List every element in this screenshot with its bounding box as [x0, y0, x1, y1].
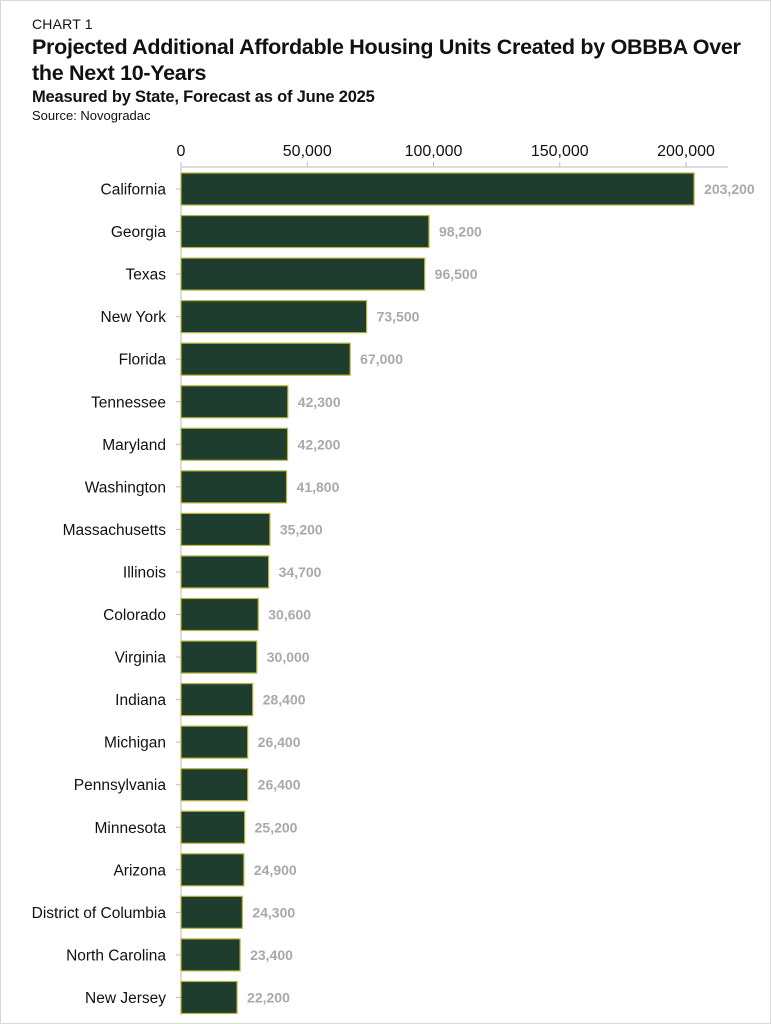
bar [180, 853, 245, 887]
bar [180, 597, 259, 632]
data-label: 30,000 [267, 649, 310, 665]
data-label: 23,400 [250, 947, 293, 963]
chart-header: CHART 1 Projected Additional Affordable … [32, 16, 752, 123]
chart-subtitle: Measured by State, Forecast as of June 2… [32, 88, 375, 106]
data-label: 203,200 [704, 181, 755, 197]
category-label: California [101, 182, 167, 199]
bar [180, 980, 238, 1015]
category-label: Maryland [102, 437, 166, 454]
category-label: Illinois [123, 564, 166, 581]
data-label: 98,200 [439, 224, 482, 240]
data-label: 26,400 [258, 777, 301, 793]
data-label: 24,300 [252, 904, 295, 920]
bar [180, 300, 368, 334]
bar [180, 172, 695, 206]
data-label: 22,200 [247, 989, 290, 1005]
category-label: Tennessee [91, 394, 166, 411]
data-label: 67,000 [360, 351, 403, 367]
bar [180, 725, 249, 759]
data-label: 73,500 [377, 309, 420, 325]
category-label: Massachusetts [63, 522, 167, 539]
data-label: 35,200 [280, 521, 323, 537]
data-label: 34,700 [279, 564, 322, 580]
bar [180, 257, 426, 291]
bar [180, 640, 258, 674]
bar [180, 810, 246, 844]
category-label: District of Columbia [32, 905, 167, 922]
chart-source: Source: Novogradac [32, 108, 151, 123]
data-label: 42,200 [298, 436, 341, 452]
category-label: New Jersey [85, 990, 166, 1007]
data-label: 24,900 [254, 862, 297, 878]
category-label: Florida [119, 352, 167, 369]
category-label: Indiana [115, 692, 166, 709]
category-label: Georgia [111, 224, 167, 241]
category-label: Colorado [103, 607, 166, 624]
category-label: Arizona [113, 862, 166, 879]
category-label: Michigan [104, 735, 166, 752]
bar [180, 768, 249, 802]
bar [180, 427, 289, 461]
chart-kicker: CHART 1 [32, 16, 93, 32]
x-tick-label: 100,000 [405, 143, 463, 160]
data-label: 30,600 [268, 607, 311, 623]
data-label: 42,300 [298, 394, 341, 410]
data-label: 96,500 [435, 266, 478, 282]
bar [180, 555, 270, 589]
category-label: Minnesota [94, 820, 166, 837]
x-tick-label: 200,000 [657, 143, 715, 160]
category-label: Pennsylvania [74, 777, 167, 794]
x-tick-label: 150,000 [531, 143, 589, 160]
category-label: Washington [85, 479, 166, 496]
bar [180, 214, 430, 249]
data-label: 41,800 [297, 479, 340, 495]
data-label: 25,200 [255, 819, 298, 835]
bar [180, 682, 254, 717]
bar [180, 938, 241, 972]
bar [180, 385, 289, 419]
category-label: Virginia [115, 650, 167, 667]
bar [180, 470, 288, 504]
x-tick-label: 50,000 [283, 143, 332, 160]
x-tick-label: 0 [177, 143, 186, 160]
bar [180, 895, 243, 929]
data-label: 26,400 [258, 734, 301, 750]
chart-title: Projected Additional Affordable Housing … [32, 35, 741, 85]
category-label: Texas [126, 267, 167, 284]
category-label: New York [101, 309, 167, 326]
data-label: 28,400 [263, 692, 306, 708]
bar [180, 512, 271, 547]
bar [180, 342, 351, 376]
category-label: North Carolina [66, 947, 166, 964]
